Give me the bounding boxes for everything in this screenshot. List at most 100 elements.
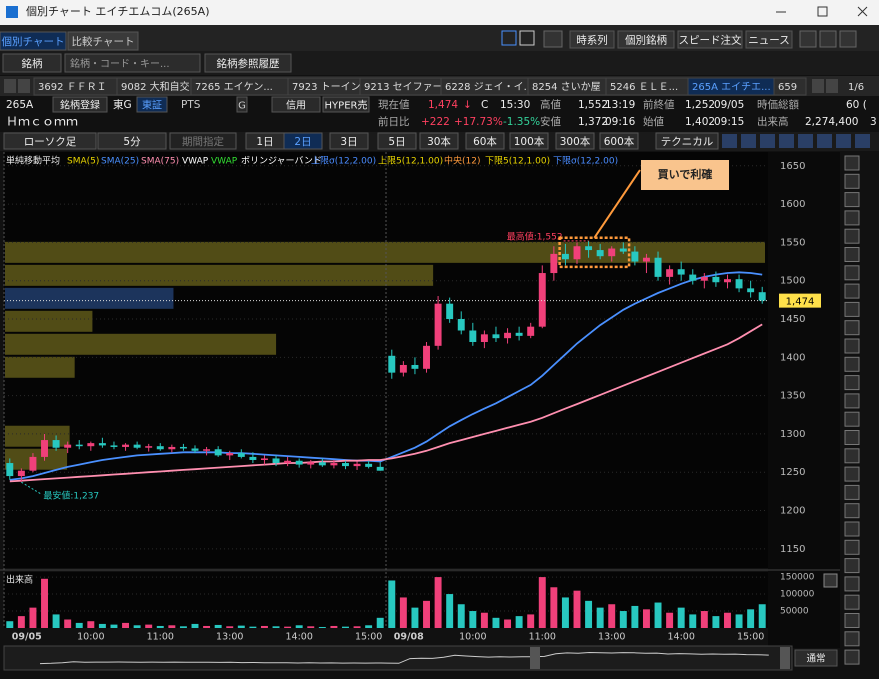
drawing-tool[interactable] bbox=[844, 155, 860, 171]
range-button[interactable] bbox=[465, 132, 505, 150]
drawing-tool[interactable] bbox=[844, 356, 860, 372]
volume-bar bbox=[561, 597, 569, 628]
quote-button[interactable] bbox=[271, 96, 321, 113]
y-tick-label: 1150 bbox=[780, 544, 805, 555]
top-button[interactable] bbox=[677, 30, 743, 49]
top-button-label: ニュース bbox=[748, 35, 789, 47]
y-tick-label: 1400 bbox=[780, 352, 805, 363]
navigator bbox=[3, 645, 793, 671]
range-button[interactable] bbox=[377, 132, 417, 150]
tab[interactable] bbox=[67, 31, 139, 51]
range-button[interactable] bbox=[555, 132, 595, 150]
drawing-tool[interactable] bbox=[844, 301, 860, 317]
quote-text: 09:16 bbox=[605, 116, 636, 128]
y-tick-label: 1300 bbox=[780, 429, 805, 440]
quote-button[interactable] bbox=[52, 96, 108, 113]
volume-bar bbox=[260, 625, 268, 628]
candle-body bbox=[689, 274, 697, 281]
toolbar-icon[interactable] bbox=[799, 30, 817, 48]
mode-dropdown[interactable] bbox=[794, 649, 838, 667]
market-dropdown[interactable] bbox=[2, 53, 62, 73]
drawing-tool[interactable] bbox=[844, 247, 860, 262]
draw-icon[interactable] bbox=[543, 30, 563, 48]
drawing-tool[interactable] bbox=[844, 631, 860, 647]
interval-dropdown[interactable] bbox=[97, 132, 167, 150]
toolbar-icon[interactable] bbox=[839, 30, 857, 48]
navigator-handle[interactable] bbox=[780, 647, 790, 669]
drawing-tool[interactable] bbox=[844, 338, 860, 354]
volume-tick-label: 100000 bbox=[780, 590, 815, 600]
volume-bar bbox=[619, 611, 627, 628]
range-button[interactable] bbox=[509, 132, 549, 150]
drawing-tool[interactable] bbox=[844, 521, 860, 537]
volume-close[interactable] bbox=[823, 573, 838, 588]
quote-button[interactable] bbox=[322, 96, 370, 113]
navigator-handle[interactable] bbox=[530, 647, 540, 669]
chart-tool-icon[interactable] bbox=[779, 134, 794, 148]
tab-active[interactable] bbox=[0, 31, 67, 51]
volume-bar bbox=[237, 625, 245, 628]
drawing-tool[interactable] bbox=[844, 320, 860, 336]
stock-tab[interactable] bbox=[773, 77, 807, 96]
maximize-button[interactable] bbox=[817, 6, 828, 17]
drawing-tool[interactable] bbox=[844, 594, 860, 610]
drawing-tool[interactable] bbox=[844, 576, 860, 592]
drawing-tool[interactable] bbox=[844, 283, 860, 299]
drawing-tool[interactable] bbox=[844, 503, 860, 519]
drawing-tool[interactable] bbox=[844, 613, 860, 628]
chart-tool-icon[interactable] bbox=[855, 134, 870, 148]
drawing-tool[interactable] bbox=[844, 649, 860, 665]
chart-tool-icon[interactable] bbox=[836, 134, 851, 148]
drawing-tool[interactable] bbox=[844, 375, 860, 391]
volume-bar bbox=[75, 622, 83, 628]
drawing-tool[interactable] bbox=[844, 173, 860, 189]
drawing-tool[interactable] bbox=[844, 448, 860, 464]
chart-tool-icon[interactable] bbox=[722, 134, 737, 148]
layout-icon[interactable] bbox=[501, 30, 517, 46]
period-dropdown[interactable] bbox=[169, 132, 237, 150]
drawing-tool[interactable] bbox=[844, 210, 860, 226]
technical-button[interactable] bbox=[655, 132, 719, 150]
tab-prev2[interactable] bbox=[18, 79, 30, 93]
stock-tab-label: 8254 さいか屋 bbox=[532, 81, 601, 93]
toolbar-icon[interactable] bbox=[819, 30, 837, 48]
quote-button[interactable] bbox=[236, 96, 248, 113]
drawing-tool[interactable] bbox=[844, 558, 860, 574]
drawing-tool[interactable] bbox=[844, 466, 860, 482]
tab-next[interactable] bbox=[812, 79, 824, 93]
history-dropdown[interactable] bbox=[204, 53, 292, 73]
range-button[interactable] bbox=[329, 132, 369, 150]
drawing-tool[interactable] bbox=[844, 393, 860, 409]
candle-body bbox=[156, 446, 164, 450]
range-button[interactable] bbox=[283, 132, 323, 150]
tab-prev[interactable] bbox=[4, 79, 16, 93]
last-price-label: 1,474 bbox=[786, 297, 815, 308]
top-button[interactable] bbox=[745, 30, 793, 49]
drawing-tool[interactable] bbox=[844, 484, 860, 500]
x-tick-label: 15:00 bbox=[355, 632, 382, 643]
chart-tool-icon[interactable] bbox=[798, 134, 813, 148]
top-button[interactable] bbox=[617, 30, 675, 49]
drawing-tool[interactable] bbox=[844, 430, 860, 445]
drawing-tool[interactable] bbox=[844, 192, 860, 208]
drawing-tool[interactable] bbox=[844, 228, 860, 244]
chart-tool-icon[interactable] bbox=[741, 134, 756, 148]
drawing-tool[interactable] bbox=[844, 539, 860, 555]
chart-type-dropdown[interactable] bbox=[3, 132, 97, 150]
quote-text: 出来高 bbox=[757, 115, 789, 128]
top-button[interactable] bbox=[569, 30, 615, 49]
drawing-tool[interactable] bbox=[844, 411, 860, 427]
volume-bar bbox=[724, 612, 731, 628]
chart-tool-icon[interactable] bbox=[760, 134, 775, 148]
search-input[interactable] bbox=[64, 53, 201, 73]
tab-next2[interactable] bbox=[826, 79, 838, 93]
range-button[interactable] bbox=[599, 132, 639, 150]
drawing-tool[interactable] bbox=[844, 265, 860, 281]
quote-button[interactable] bbox=[136, 96, 168, 113]
close-button[interactable] bbox=[857, 6, 868, 17]
grid-icon[interactable] bbox=[519, 30, 535, 46]
chart-tool-icon[interactable] bbox=[817, 134, 832, 148]
candle-body bbox=[133, 444, 141, 448]
range-button[interactable] bbox=[419, 132, 459, 150]
candle-body bbox=[110, 445, 118, 447]
